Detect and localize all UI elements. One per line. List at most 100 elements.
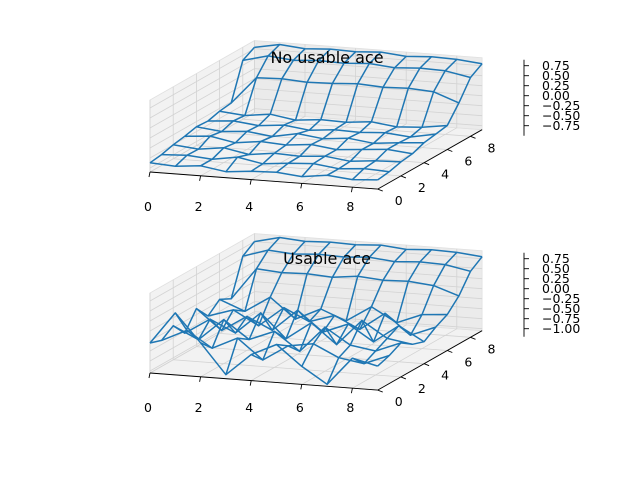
wire-row	[230, 76, 460, 104]
y-tick-mark	[470, 135, 476, 139]
grid	[149, 40, 483, 190]
chart-title: Usable ace	[283, 249, 371, 268]
x-gridline	[149, 233, 255, 374]
y-tick-label: 4	[441, 368, 449, 383]
y-tick-label: 8	[488, 140, 496, 155]
wire-column	[250, 51, 357, 172]
y-gridline	[195, 73, 425, 164]
wire-column	[174, 43, 281, 167]
x-tick-mark	[300, 183, 303, 189]
side-pane	[150, 233, 255, 373]
x-axis-line	[149, 171, 378, 190]
x-tick-mark	[199, 175, 202, 181]
wire-column	[225, 241, 331, 375]
wire-column	[351, 58, 458, 181]
wire-row	[219, 296, 448, 324]
z-tick-label: −0.50	[542, 301, 580, 316]
y-gridline	[172, 279, 401, 378]
x-tick-label: 4	[245, 400, 253, 415]
z-gridline	[149, 261, 483, 322]
x-gridline	[352, 248, 458, 389]
x-gridline	[251, 48, 357, 180]
x-tick-label: 4	[245, 199, 253, 214]
z-gridline	[149, 98, 483, 159]
wire-column	[377, 63, 483, 181]
y-tick-mark	[377, 389, 383, 393]
z-tick-label: −1.00	[542, 321, 580, 336]
z-gridline	[149, 68, 483, 129]
wire-row	[172, 318, 402, 353]
wire-column	[377, 256, 483, 367]
x-tick-label: 8	[346, 400, 354, 415]
z-tick-label: −0.75	[542, 118, 580, 133]
y-tick-label: 0	[395, 193, 403, 208]
z-tick-label: 0.75	[542, 58, 570, 73]
x-axis-line	[149, 372, 378, 391]
y-tick-label: 8	[488, 341, 496, 356]
y-tick-mark	[447, 149, 453, 152]
x-gridline	[301, 245, 407, 385]
z-tick-label: −0.50	[542, 108, 580, 123]
x-tick-label: 6	[296, 400, 304, 415]
x-gridline	[200, 44, 306, 177]
x-tick-mark	[249, 380, 252, 386]
wire-row	[173, 144, 401, 163]
z-tick-label: 0.50	[542, 68, 570, 83]
z-gridline	[149, 281, 483, 342]
subplot-no-usable-ace: 0 2 4 6 8 02468−0.75−0.50−0.250.000.250.500.7…	[144, 39, 580, 214]
y-axis-line	[377, 129, 483, 190]
z-tick-label: −0.25	[542, 291, 580, 306]
y-tick-mark	[447, 350, 453, 353]
wire-column	[326, 56, 433, 176]
wire-row	[207, 120, 436, 138]
z-gridline	[149, 78, 483, 139]
y-gridline	[242, 240, 471, 338]
x-tick-mark	[350, 388, 353, 394]
x-tick-label: 0	[144, 199, 152, 214]
floor-pane	[150, 313, 483, 391]
x-gridline	[352, 55, 458, 188]
z-tick-label: −0.25	[542, 98, 580, 113]
z-gridline	[149, 48, 483, 109]
x-gridline	[251, 241, 357, 381]
z-gridline	[149, 88, 483, 149]
x-gridline	[301, 52, 407, 184]
y-tick-label: 6	[464, 355, 472, 370]
y-axis-line	[377, 330, 483, 391]
axes: 0 2 4 6 8 02468−1.00−0.75−0.50−0.250.000.250.…	[144, 251, 580, 415]
wire-row	[230, 267, 460, 300]
y-gridline	[242, 47, 471, 137]
y-tick-mark	[470, 336, 476, 340]
wire-row	[184, 135, 413, 155]
wire-column	[352, 251, 458, 365]
wire-row	[161, 153, 390, 173]
wire-column	[326, 249, 433, 385]
wire-row	[242, 249, 471, 273]
z-tick-label: −0.75	[542, 311, 580, 326]
y-tick-label: 2	[418, 180, 426, 195]
wire-column	[200, 240, 306, 349]
y-tick-mark	[400, 376, 407, 380]
z-gridline	[149, 311, 483, 372]
x-tick-label: 8	[346, 199, 354, 214]
wire-column	[301, 248, 407, 367]
axes: 0 2 4 6 8 02468−0.75−0.50−0.250.000.250.500.7…	[144, 58, 580, 214]
z-tick-label: 0.50	[542, 261, 570, 276]
wire-column	[301, 55, 407, 178]
y-tick-label: 6	[464, 154, 472, 169]
wire-row	[242, 55, 471, 79]
wire-column	[149, 241, 255, 344]
z-gridline	[149, 251, 483, 312]
y-tick-label: 4	[441, 167, 449, 182]
y-tick-label: 2	[418, 381, 426, 396]
y-gridline	[172, 86, 401, 177]
x-tick-mark	[148, 372, 151, 379]
wire-row	[254, 236, 483, 258]
wire-row	[196, 126, 425, 145]
wire-row	[254, 43, 483, 65]
wire-row	[219, 110, 448, 128]
wire-column	[174, 236, 281, 341]
x-tick-label: 0	[144, 400, 152, 415]
wireframe	[149, 236, 483, 386]
